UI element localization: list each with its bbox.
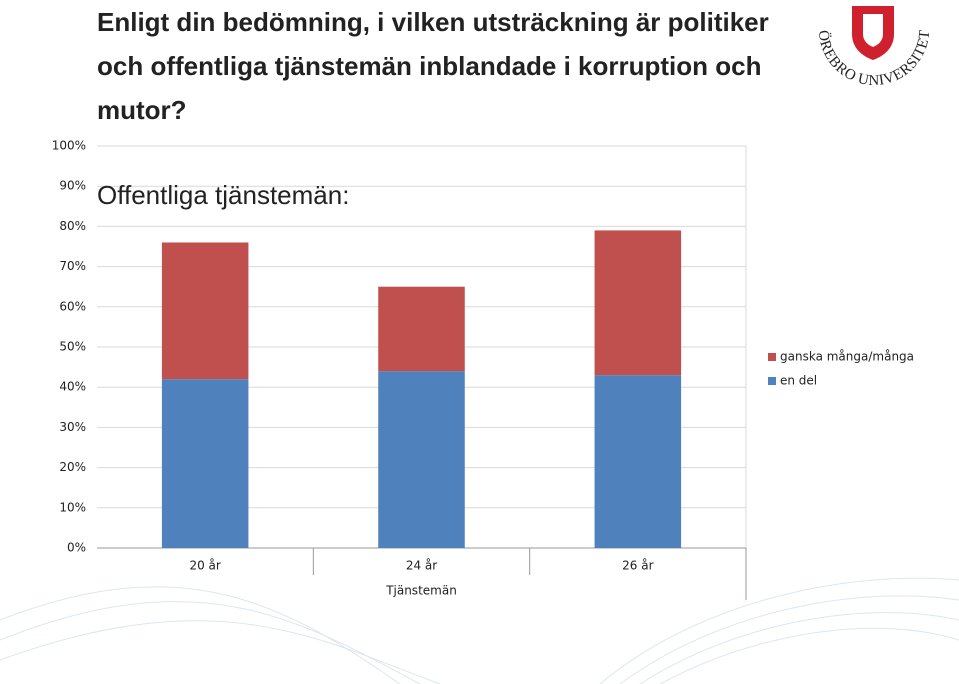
y-tick-label: 10%: [59, 500, 86, 514]
bar-segment: [378, 371, 465, 548]
y-tick-label: 80%: [59, 219, 86, 233]
y-tick-label: 30%: [59, 420, 86, 434]
x-tick-label: 26 år: [622, 559, 653, 573]
y-tick-label: 50%: [59, 340, 86, 354]
legend-swatch: [768, 353, 776, 361]
legend-label: ganska många/många: [780, 350, 914, 364]
logo-inner: [863, 14, 883, 47]
title: Enligt din bedömning, i vilken utsträckn…: [97, 7, 769, 125]
y-tick-label: 60%: [59, 299, 86, 313]
y-tick-label: 40%: [59, 380, 86, 394]
subtitle: Offentliga tjänstemän:: [97, 180, 350, 210]
legend-swatch: [768, 377, 776, 385]
background-waves: [0, 577, 959, 684]
x-axis-label: Tjänstemän: [385, 584, 457, 598]
y-tick-label: 90%: [59, 179, 86, 193]
logo: ÖREBRO UNIVERSITET: [814, 6, 934, 89]
y-tick-label: 20%: [59, 460, 86, 474]
legend-label: en del: [780, 374, 817, 388]
y-tick-label: 100%: [52, 139, 86, 153]
y-tick-label: 0%: [67, 541, 86, 555]
bar-segment: [161, 242, 249, 380]
y-tick-label: 70%: [59, 259, 86, 273]
bar-segment: [378, 286, 465, 372]
x-tick-label: 24 år: [406, 559, 437, 573]
x-tick-label: 20 år: [189, 559, 220, 573]
bar-segment: [594, 230, 682, 376]
bar-segment: [594, 375, 682, 548]
bar-segment: [161, 379, 249, 548]
